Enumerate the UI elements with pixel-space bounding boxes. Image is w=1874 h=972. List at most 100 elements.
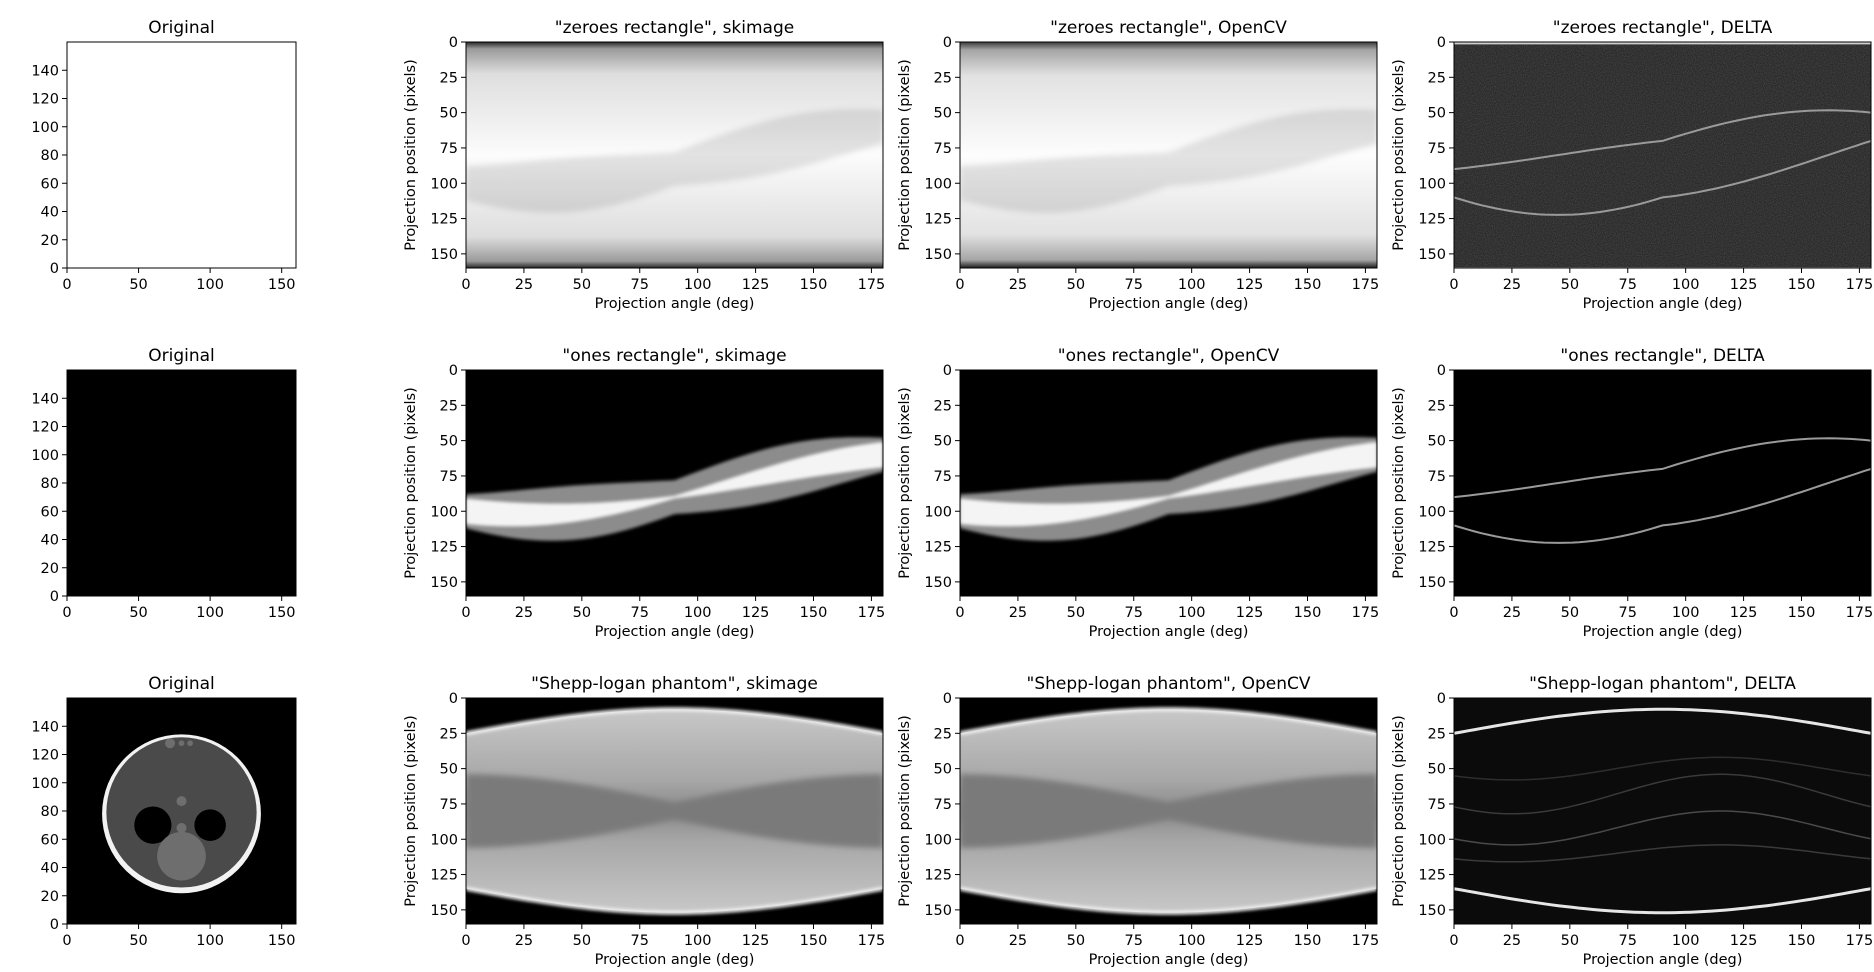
x-tick-label: 175 — [858, 277, 886, 293]
y-tick-label: 0 — [1437, 35, 1446, 51]
y-tick-label: 150 — [1418, 575, 1446, 591]
y-tick-label: 0 — [50, 589, 59, 605]
y-tick-label: 100 — [430, 504, 458, 520]
y-tick-label: 100 — [31, 776, 59, 792]
x-axis-label: Projection angle (deg) — [1583, 624, 1743, 640]
x-axis-label: Projection angle (deg) — [595, 624, 755, 640]
x-tick-label: 75 — [1125, 277, 1143, 293]
x-tick-label: 0 — [461, 605, 470, 621]
y-tick-label: 0 — [50, 261, 59, 277]
y-tick-label: 25 — [440, 726, 458, 742]
x-tick-label: 50 — [1067, 277, 1085, 293]
y-tick-label: 60 — [41, 176, 59, 192]
y-axis-label: Projection position (pixels) — [403, 59, 419, 251]
x-tick-label: 25 — [1503, 277, 1521, 293]
y-tick-label: 40 — [41, 205, 59, 221]
x-tick-label: 150 — [268, 277, 296, 293]
y-tick-label: 25 — [440, 398, 458, 414]
panel-title: "ones rectangle", DELTA — [1560, 346, 1765, 366]
y-tick-label: 150 — [924, 575, 952, 591]
y-tick-label: 140 — [31, 63, 59, 79]
y-tick-label: 0 — [943, 35, 952, 51]
panel-title: Original — [148, 674, 215, 694]
y-tick-label: 75 — [1428, 797, 1446, 813]
y-tick-label: 75 — [1428, 141, 1446, 157]
x-tick-label: 75 — [1619, 933, 1637, 949]
phantom-upper-ellipse — [157, 831, 206, 881]
heatmap-image — [1454, 698, 1871, 924]
x-tick-label: 25 — [1009, 277, 1027, 293]
x-tick-label: 175 — [1352, 605, 1380, 621]
phantom-ventricle-projection — [466, 774, 883, 848]
y-axis-label: Projection position (pixels) — [897, 59, 913, 251]
x-tick-label: 50 — [129, 933, 147, 949]
x-tick-label: 150 — [800, 277, 828, 293]
phantom-ventricle-projection — [960, 774, 1377, 848]
heatmap-image — [960, 370, 1377, 596]
phantom-dot — [176, 796, 187, 807]
x-tick-label: 0 — [955, 277, 964, 293]
rectangle-shadow — [466, 109, 883, 213]
x-tick-label: 150 — [1294, 933, 1322, 949]
x-tick-label: 100 — [196, 605, 224, 621]
y-tick-label: 40 — [41, 533, 59, 549]
axes-frame — [1453, 697, 1872, 925]
skull-edge — [960, 707, 1377, 736]
x-axis-label: Projection angle (deg) — [1583, 296, 1743, 312]
skull-edge — [960, 886, 1377, 915]
y-tick-label: 50 — [440, 762, 458, 778]
x-tick-label: 0 — [1449, 277, 1458, 293]
y-tick-label: 100 — [924, 504, 952, 520]
phantom-ventricle-right — [194, 809, 226, 841]
y-tick-label: 125 — [430, 212, 458, 228]
x-tick-label: 150 — [1294, 277, 1322, 293]
panel-shepp-logan-phantom: 0 50 100 150 0 20 40 60 80 100 120 140 Original — [31, 674, 297, 949]
rectangle-shadow — [960, 109, 1377, 213]
x-tick-label: 50 — [1561, 605, 1579, 621]
y-tick-label: 125 — [924, 868, 952, 884]
x-tick-label: 125 — [1236, 277, 1264, 293]
y-tick-label: 60 — [41, 832, 59, 848]
panel-title: "zeroes rectangle", DELTA — [1553, 18, 1773, 38]
y-tick-label: 150 — [1418, 903, 1446, 919]
panel-title: "Shepp-logan phantom", skimage — [531, 674, 818, 694]
x-tick-label: 50 — [129, 605, 147, 621]
rectangle-projection-core — [466, 442, 883, 527]
y-tick-label: 150 — [430, 247, 458, 263]
y-tick-label: 50 — [934, 434, 952, 450]
y-tick-label: 50 — [1428, 762, 1446, 778]
difference-edge — [1454, 437, 1871, 499]
y-tick-label: 80 — [41, 476, 59, 492]
y-tick-label: 100 — [430, 832, 458, 848]
y-tick-label: 80 — [41, 804, 59, 820]
panel-ones-rectangle: 0 50 100 150 0 20 40 60 80 100 120 140 Original — [31, 346, 297, 621]
x-tick-label: 150 — [1788, 933, 1816, 949]
y-tick-label: 25 — [934, 398, 952, 414]
noise-texture — [1454, 42, 1871, 268]
x-tick-label: 25 — [1009, 605, 1027, 621]
y-tick-label: 125 — [924, 212, 952, 228]
heatmap-image — [960, 698, 1377, 924]
heatmap-image — [67, 42, 296, 268]
heatmap-image — [466, 698, 883, 924]
x-tick-label: 100 — [684, 605, 712, 621]
x-tick-label: 100 — [196, 277, 224, 293]
x-tick-label: 125 — [1730, 933, 1758, 949]
y-tick-label: 50 — [934, 106, 952, 122]
sinogram-background — [1454, 698, 1871, 924]
axes-frame — [959, 41, 1378, 269]
x-tick-label: 125 — [742, 605, 770, 621]
y-tick-label: 50 — [1428, 106, 1446, 122]
difference-trace — [1454, 810, 1871, 846]
phantom-small-ellipse — [187, 740, 193, 747]
x-tick-label: 175 — [858, 933, 886, 949]
x-axis-label: Projection angle (deg) — [595, 296, 755, 312]
x-tick-label: 25 — [515, 277, 533, 293]
x-tick-label: 0 — [1449, 933, 1458, 949]
y-tick-label: 75 — [440, 469, 458, 485]
y-tick-label: 60 — [41, 504, 59, 520]
x-tick-label: 125 — [1730, 277, 1758, 293]
x-tick-label: 175 — [1846, 933, 1874, 949]
y-tick-label: 25 — [934, 726, 952, 742]
